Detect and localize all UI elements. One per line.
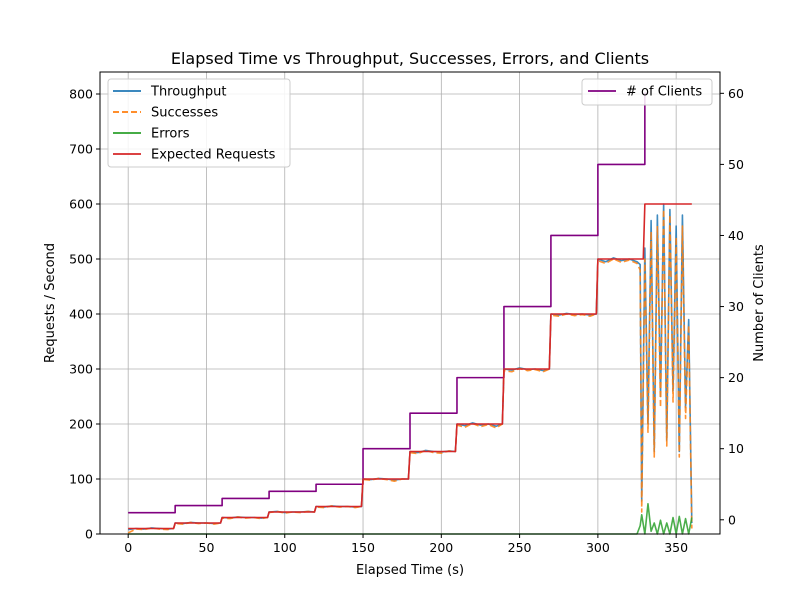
y2-tick-label: 0 (728, 512, 736, 527)
legend-label: # of Clients (626, 85, 702, 100)
series-line-of-clients (128, 92, 647, 514)
y-tick-label: 200 (69, 417, 93, 432)
x-tick-label: 50 (199, 540, 215, 555)
legend-left: Throughput Successes Errors Expected Reques… (107, 78, 291, 168)
y-tick-label: 400 (69, 307, 93, 322)
y2-axis-ticks: 0 10 20 30 40 50 60 (720, 86, 744, 527)
y-tick-label: 100 (69, 472, 93, 487)
legend-left-box (107, 78, 291, 168)
y2-tick-label: 10 (728, 441, 744, 456)
y-tick-label: 0 (85, 527, 93, 542)
y2-tick-label: 50 (728, 157, 744, 172)
y2-axis-label: Number of Clients (752, 244, 767, 362)
legend-label: Expected Requests (151, 148, 276, 163)
x-tick-label: 250 (508, 540, 532, 555)
y-tick-label: 700 (69, 142, 93, 157)
y2-tick-label: 40 (728, 228, 744, 243)
y-tick-label: 300 (69, 362, 93, 377)
x-tick-label: 100 (273, 540, 297, 555)
x-axis-ticks: 0 50 100 150 200 250 300 350 (124, 534, 688, 555)
x-tick-label: 200 (429, 540, 453, 555)
y-tick-label: 800 (69, 87, 93, 102)
x-tick-label: 0 (124, 540, 132, 555)
plot-series (127, 92, 693, 535)
x-tick-label: 300 (586, 540, 610, 555)
y-axis-label: Requests / Second (43, 243, 58, 363)
series-line-successes (127, 208, 693, 534)
chart-title: Elapsed Time vs Throughput, Successes, E… (171, 49, 649, 68)
y2-tick-label: 30 (728, 299, 744, 314)
x-axis-label: Elapsed Time (s) (356, 563, 464, 578)
y-axis-ticks: 0 100 200 300 400 500 600 700 800 (69, 87, 100, 542)
plot-frame (99, 71, 721, 535)
legend-label: Throughput (150, 85, 227, 100)
legend-right: # of Clients (581, 78, 713, 106)
x-tick-label: 350 (664, 540, 688, 555)
y-tick-label: 500 (69, 252, 93, 267)
legend-label: Successes (151, 106, 218, 121)
y2-tick-label: 60 (728, 86, 744, 101)
x-tick-label: 150 (351, 540, 375, 555)
y2-tick-label: 20 (728, 370, 744, 385)
series-line-expected-requests (128, 203, 692, 530)
y-tick-label: 600 (69, 197, 93, 212)
legend-label: Errors (151, 127, 190, 142)
legend-right-box (581, 78, 713, 106)
